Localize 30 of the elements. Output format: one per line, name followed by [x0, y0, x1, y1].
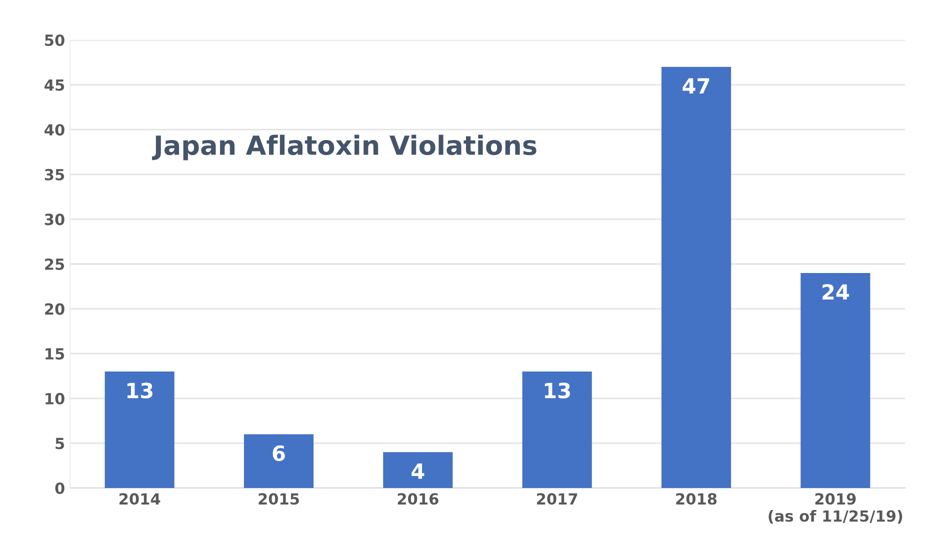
data-label: 13 — [127, 382, 152, 398]
y-tick-label: 0 — [55, 482, 64, 494]
bar — [800, 272, 870, 488]
y-tick-label: 35 — [44, 168, 64, 180]
y-tick-label: 30 — [44, 214, 64, 226]
y-tick-label: 5 — [56, 438, 64, 450]
bar — [661, 66, 732, 488]
data-label: 47 — [682, 78, 710, 94]
y-tick-label: 15 — [46, 348, 64, 360]
bar — [383, 452, 453, 488]
data-label: 24 — [822, 284, 849, 300]
y-tick-label: 40 — [44, 124, 64, 136]
x-tick-label: 2017 — [537, 493, 578, 505]
y-tick-label: 20 — [45, 303, 64, 315]
x-tick-label: 2014 — [120, 493, 160, 505]
text: Japan Aflatoxin Violations — [152, 134, 536, 160]
data-label: 4 — [412, 464, 424, 479]
y-tick-label: 45 — [44, 79, 64, 91]
data-label: 13 — [544, 382, 570, 398]
y-tick-label: 25 — [45, 258, 64, 270]
bar — [522, 372, 592, 488]
bar — [104, 372, 174, 488]
x-tick-label: 2015 — [258, 493, 299, 505]
bar — [244, 434, 314, 488]
y-tick-label: 10 — [46, 392, 64, 404]
x-tick-label: 2016 — [398, 493, 438, 505]
x-tick-label: 2018 — [676, 493, 717, 505]
data-label: 6 — [272, 445, 285, 462]
y-tick-label: 50 — [45, 34, 64, 46]
x-tick-label: 2019 (as of 11/25/19) — [768, 493, 902, 524]
